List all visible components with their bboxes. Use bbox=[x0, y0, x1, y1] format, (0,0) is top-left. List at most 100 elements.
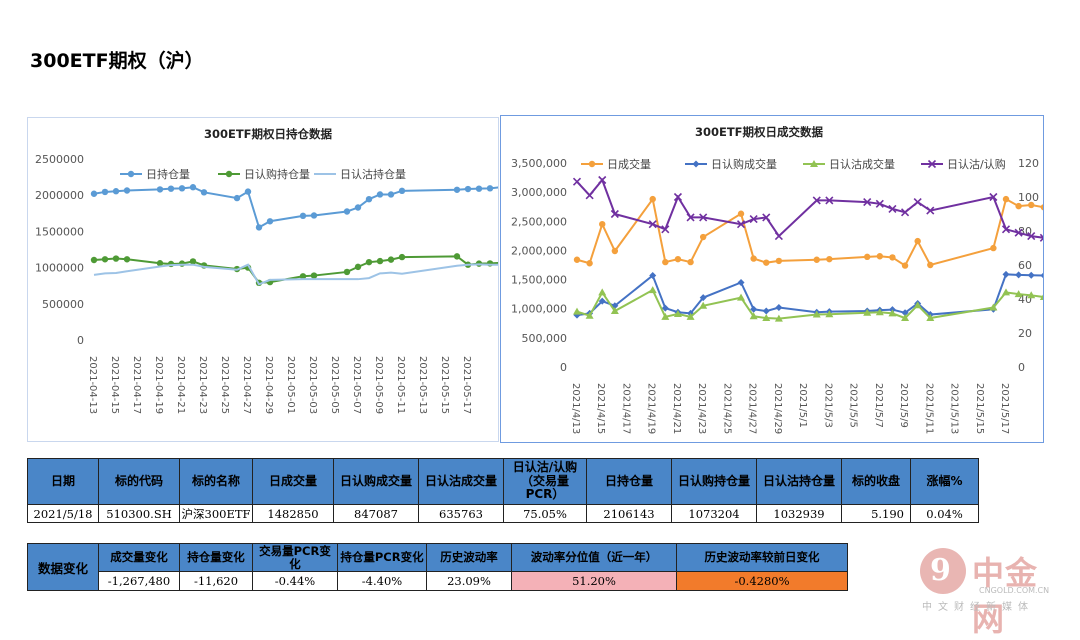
data-point-0 bbox=[388, 191, 394, 197]
data-point-0 bbox=[168, 185, 174, 191]
data-point-2 bbox=[649, 286, 657, 293]
header-cell: 成交量变化 bbox=[99, 544, 180, 572]
y-tick-label: 1,500,000 bbox=[511, 274, 567, 287]
data-point-0 bbox=[750, 255, 756, 261]
series-line-0 bbox=[94, 187, 498, 227]
table-header-row: 日期 标的代码 标的名称 日成交量 日认购成交量 日认沽成交量 日认沽/认购（交… bbox=[28, 459, 979, 505]
series-line-0 bbox=[577, 199, 1043, 280]
data-point-0 bbox=[476, 185, 482, 191]
x-tick-label: 2021-04-29 bbox=[263, 356, 274, 414]
table-cell: 1073204 bbox=[672, 505, 757, 523]
data-point-0 bbox=[914, 238, 920, 244]
data-point-1 bbox=[1040, 272, 1043, 279]
header-cell: 标的代码 bbox=[99, 459, 180, 505]
x-tick-label: 2021-05-09 bbox=[373, 356, 384, 414]
y-tick-label: 3,000,000 bbox=[511, 186, 567, 199]
x-tick-label: 2021/4/25 bbox=[721, 383, 732, 434]
x-tick-label: 2021-05-07 bbox=[351, 356, 362, 414]
y2-tick-label: 20 bbox=[1018, 327, 1032, 340]
series-line-2 bbox=[94, 264, 498, 284]
data-point-1 bbox=[1015, 271, 1022, 278]
chart-title: 300ETF期权日持仓数据 bbox=[204, 127, 333, 141]
table-cell: 75.05% bbox=[504, 505, 587, 523]
x-tick-label: 2021-05-11 bbox=[395, 356, 406, 414]
data-point-0 bbox=[599, 221, 605, 227]
x-tick-label: 2021/4/19 bbox=[646, 383, 657, 434]
volume-chart-svg: 300ETF期权日成交数据 0500,0001,000,0001,500,000… bbox=[501, 116, 1043, 442]
header-cell: 持仓量变化 bbox=[180, 544, 253, 572]
header-cell: 历史波动率较前日变化 bbox=[677, 544, 848, 572]
daily-summary-table: 日期 标的代码 标的名称 日成交量 日认购成交量 日认沽成交量 日认沽/认购（交… bbox=[27, 458, 979, 523]
data-point-0 bbox=[826, 256, 832, 262]
data-point-0 bbox=[179, 185, 185, 191]
legend-marker bbox=[226, 171, 232, 177]
data-point-1 bbox=[1003, 271, 1010, 278]
table-cell: 510300.SH bbox=[99, 505, 180, 523]
legend-label: 日成交量 bbox=[607, 157, 651, 171]
header-cell: 日期 bbox=[28, 459, 99, 505]
x-tick-label: 2021/5/5 bbox=[848, 383, 859, 428]
x-tick-label: 2021/4/15 bbox=[595, 383, 606, 434]
x-tick-label: 2021-05-01 bbox=[285, 356, 296, 414]
y2-tick-label: 100 bbox=[1018, 191, 1039, 204]
header-cell: 持仓量PCR变化 bbox=[338, 544, 427, 572]
data-point-1 bbox=[311, 272, 317, 278]
x-tick-label: 2021/5/17 bbox=[999, 383, 1010, 434]
table-cell: -4.40% bbox=[338, 572, 427, 591]
data-point-1 bbox=[1028, 272, 1035, 279]
change-summary-table: 数据变化 成交量变化 持仓量变化 交易量PCR变化 持仓量PCR变化 历史波动率… bbox=[27, 543, 848, 591]
data-point-0 bbox=[124, 187, 130, 193]
data-point-0 bbox=[700, 234, 706, 240]
x-tick-label: 2021/5/9 bbox=[898, 383, 909, 428]
y-tick-label: 1,000,000 bbox=[511, 303, 567, 316]
data-point-0 bbox=[814, 257, 820, 263]
legend-label: 日认沽成交量 bbox=[829, 157, 895, 171]
x-tick-label: 2021-04-23 bbox=[197, 356, 208, 414]
data-point-0 bbox=[102, 189, 108, 195]
header-cell: 日持仓量 bbox=[587, 459, 672, 505]
data-point-1 bbox=[355, 264, 361, 270]
y2-tick-label: 120 bbox=[1018, 157, 1039, 170]
data-point-0 bbox=[902, 262, 908, 268]
data-point-2 bbox=[598, 288, 606, 295]
x-tick-label: 2021/4/23 bbox=[696, 383, 707, 434]
chart-title: 300ETF期权日成交数据 bbox=[695, 125, 824, 139]
table-cell: -0.4280% bbox=[677, 572, 848, 591]
table-cell: 0.04% bbox=[911, 505, 979, 523]
y-tick-label: 2500000 bbox=[35, 153, 84, 166]
data-point-0 bbox=[399, 188, 405, 194]
data-point-0 bbox=[687, 259, 693, 265]
x-tick-label: 2021-04-21 bbox=[175, 356, 186, 414]
data-point-1 bbox=[738, 279, 745, 286]
y-tick-label: 500,000 bbox=[522, 332, 568, 345]
legend-marker bbox=[128, 171, 134, 177]
data-point-0 bbox=[776, 258, 782, 264]
data-point-0 bbox=[574, 257, 580, 263]
x-tick-label: 2021-05-03 bbox=[307, 356, 318, 414]
header-cell: 波动率分位值（近一年） bbox=[512, 544, 677, 572]
data-point-1 bbox=[775, 304, 782, 311]
table-corner-label: 数据变化 bbox=[28, 544, 99, 591]
data-point-1 bbox=[377, 258, 383, 264]
table-cell: -0.44% bbox=[253, 572, 338, 591]
data-point-0 bbox=[113, 188, 119, 194]
data-point-0 bbox=[311, 212, 317, 218]
x-tick-label: 2021/5/13 bbox=[949, 383, 960, 434]
legend-label: 日认沽持仓量 bbox=[340, 167, 406, 181]
logo-mark-icon: 9 bbox=[920, 548, 966, 594]
x-tick-label: 2021/5/15 bbox=[974, 383, 985, 434]
x-tick-label: 2021/4/21 bbox=[671, 383, 682, 434]
data-point-0 bbox=[157, 186, 163, 192]
data-point-0 bbox=[738, 211, 744, 217]
legend-marker bbox=[589, 161, 595, 167]
y-tick-label: 2,500,000 bbox=[511, 215, 567, 228]
data-point-1 bbox=[366, 259, 372, 265]
legend-label: 日认购成交量 bbox=[711, 157, 777, 171]
x-tick-label: 2021-04-19 bbox=[153, 356, 164, 414]
table-cell: 5.190 bbox=[842, 505, 911, 523]
x-tick-label: 2021-04-27 bbox=[241, 356, 252, 414]
header-cell: 日认沽持仓量 bbox=[757, 459, 842, 505]
open-interest-chart-svg: 300ETF期权日持仓数据 05000001000000150000020000… bbox=[28, 118, 498, 441]
